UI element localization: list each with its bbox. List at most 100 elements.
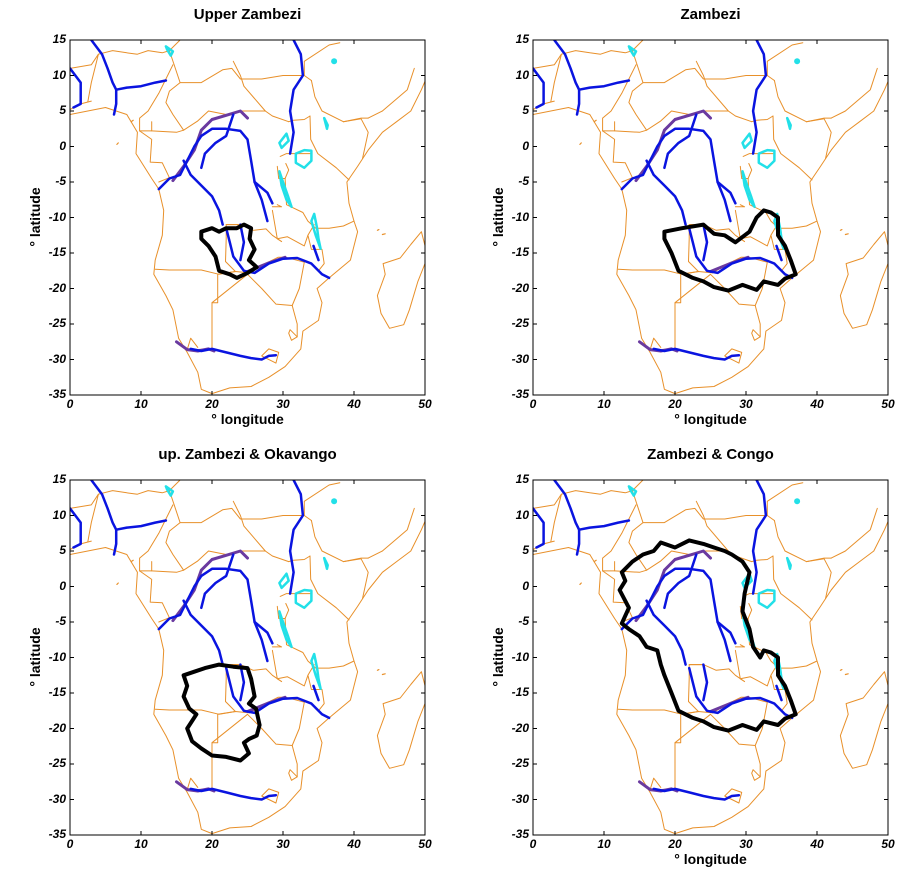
x-axis-label: ° longitude bbox=[211, 411, 284, 427]
country-border bbox=[695, 60, 729, 112]
river bbox=[663, 113, 698, 170]
island bbox=[381, 673, 386, 676]
country-border bbox=[186, 777, 199, 791]
country-border bbox=[724, 348, 743, 364]
river bbox=[751, 480, 768, 595]
country-border bbox=[139, 504, 174, 572]
x-tick-label: 20 bbox=[205, 837, 219, 851]
x-tick-label: 40 bbox=[347, 397, 361, 411]
river bbox=[239, 223, 246, 262]
country-border bbox=[781, 660, 818, 669]
y-tick-label: 10 bbox=[52, 507, 66, 522]
river bbox=[90, 480, 118, 556]
y-tick-label: -25 bbox=[511, 316, 529, 330]
country-border bbox=[279, 153, 312, 157]
country-border bbox=[211, 713, 298, 778]
lake bbox=[310, 652, 322, 690]
river bbox=[652, 347, 741, 361]
country-border bbox=[232, 60, 266, 112]
y-tick-label: 15 bbox=[515, 472, 529, 486]
country-border bbox=[367, 67, 415, 119]
y-axis-label: ° latitude bbox=[490, 626, 506, 687]
x-tick-label: 10 bbox=[597, 837, 611, 851]
x-tick-label: 0 bbox=[529, 397, 537, 411]
y-tick-label: -25 bbox=[48, 316, 66, 330]
y-tick-label: -5 bbox=[55, 614, 66, 628]
country-border bbox=[712, 696, 768, 746]
y-tick-label: -15 bbox=[48, 245, 66, 259]
y-tick-label: -35 bbox=[511, 387, 529, 401]
x-axis-label: ° longitude bbox=[674, 851, 747, 867]
y-tick-label: -30 bbox=[48, 791, 66, 806]
country-border bbox=[724, 788, 743, 804]
madagascar-outline bbox=[376, 231, 425, 329]
country-border bbox=[734, 644, 746, 648]
river bbox=[751, 40, 768, 155]
river bbox=[663, 553, 698, 610]
country-border bbox=[139, 50, 185, 133]
country-border bbox=[674, 713, 761, 778]
y-tick-label: -10 bbox=[48, 209, 66, 224]
lake bbox=[785, 556, 792, 571]
y-tick-label: -5 bbox=[55, 174, 66, 188]
country-border bbox=[232, 500, 266, 552]
country-border bbox=[739, 664, 778, 687]
river bbox=[114, 519, 168, 531]
basin-outline bbox=[199, 222, 259, 280]
y-tick-label: -25 bbox=[48, 756, 66, 770]
country-border bbox=[225, 649, 283, 683]
lake bbox=[757, 148, 776, 170]
x-tick-label: 50 bbox=[881, 397, 895, 411]
river bbox=[702, 663, 709, 702]
y-tick-label: 5 bbox=[522, 543, 529, 557]
country-border bbox=[303, 482, 341, 516]
y-tick-label: 15 bbox=[515, 32, 529, 46]
lake bbox=[322, 116, 329, 131]
x-tick-label: 20 bbox=[668, 837, 682, 851]
river bbox=[645, 599, 687, 666]
river bbox=[687, 226, 794, 280]
y-tick-label: -15 bbox=[48, 685, 66, 699]
lake-tana bbox=[794, 498, 801, 505]
river bbox=[253, 620, 274, 645]
island bbox=[130, 559, 134, 563]
country-border bbox=[276, 664, 315, 687]
lake bbox=[310, 212, 322, 250]
river bbox=[239, 663, 246, 702]
x-tick-label: 0 bbox=[529, 837, 537, 851]
y-tick-label: -30 bbox=[511, 351, 529, 366]
country-border bbox=[261, 348, 280, 364]
y-tick-label: 0 bbox=[522, 138, 529, 153]
x-tick-label: 30 bbox=[739, 397, 753, 411]
lake bbox=[278, 170, 293, 209]
lake bbox=[627, 45, 638, 57]
island bbox=[116, 142, 119, 145]
country-border bbox=[139, 570, 170, 623]
y-tick-label: 10 bbox=[515, 507, 529, 522]
x-tick-label: 50 bbox=[418, 837, 432, 851]
y-tick-label: 10 bbox=[52, 67, 66, 82]
country-border bbox=[139, 490, 185, 573]
country-border bbox=[766, 42, 804, 76]
y-tick-label: -20 bbox=[511, 720, 529, 735]
river bbox=[652, 787, 741, 801]
y-tick-label: 10 bbox=[515, 67, 529, 82]
island bbox=[844, 673, 849, 676]
country-border bbox=[342, 558, 369, 600]
y-tick-label: -15 bbox=[511, 685, 529, 699]
island bbox=[593, 119, 597, 123]
country-border bbox=[773, 520, 832, 563]
y-tick-label: -30 bbox=[511, 791, 529, 806]
country-border bbox=[805, 118, 832, 160]
lake-tana bbox=[331, 498, 338, 505]
y-tick-label: -10 bbox=[48, 649, 66, 664]
lake bbox=[278, 572, 290, 590]
country-border bbox=[642, 67, 775, 84]
island bbox=[376, 668, 380, 671]
x-tick-label: 30 bbox=[739, 837, 753, 851]
island bbox=[844, 233, 849, 236]
lake bbox=[322, 556, 329, 571]
country-border bbox=[309, 555, 350, 621]
island bbox=[839, 668, 843, 671]
country-border bbox=[87, 493, 99, 543]
